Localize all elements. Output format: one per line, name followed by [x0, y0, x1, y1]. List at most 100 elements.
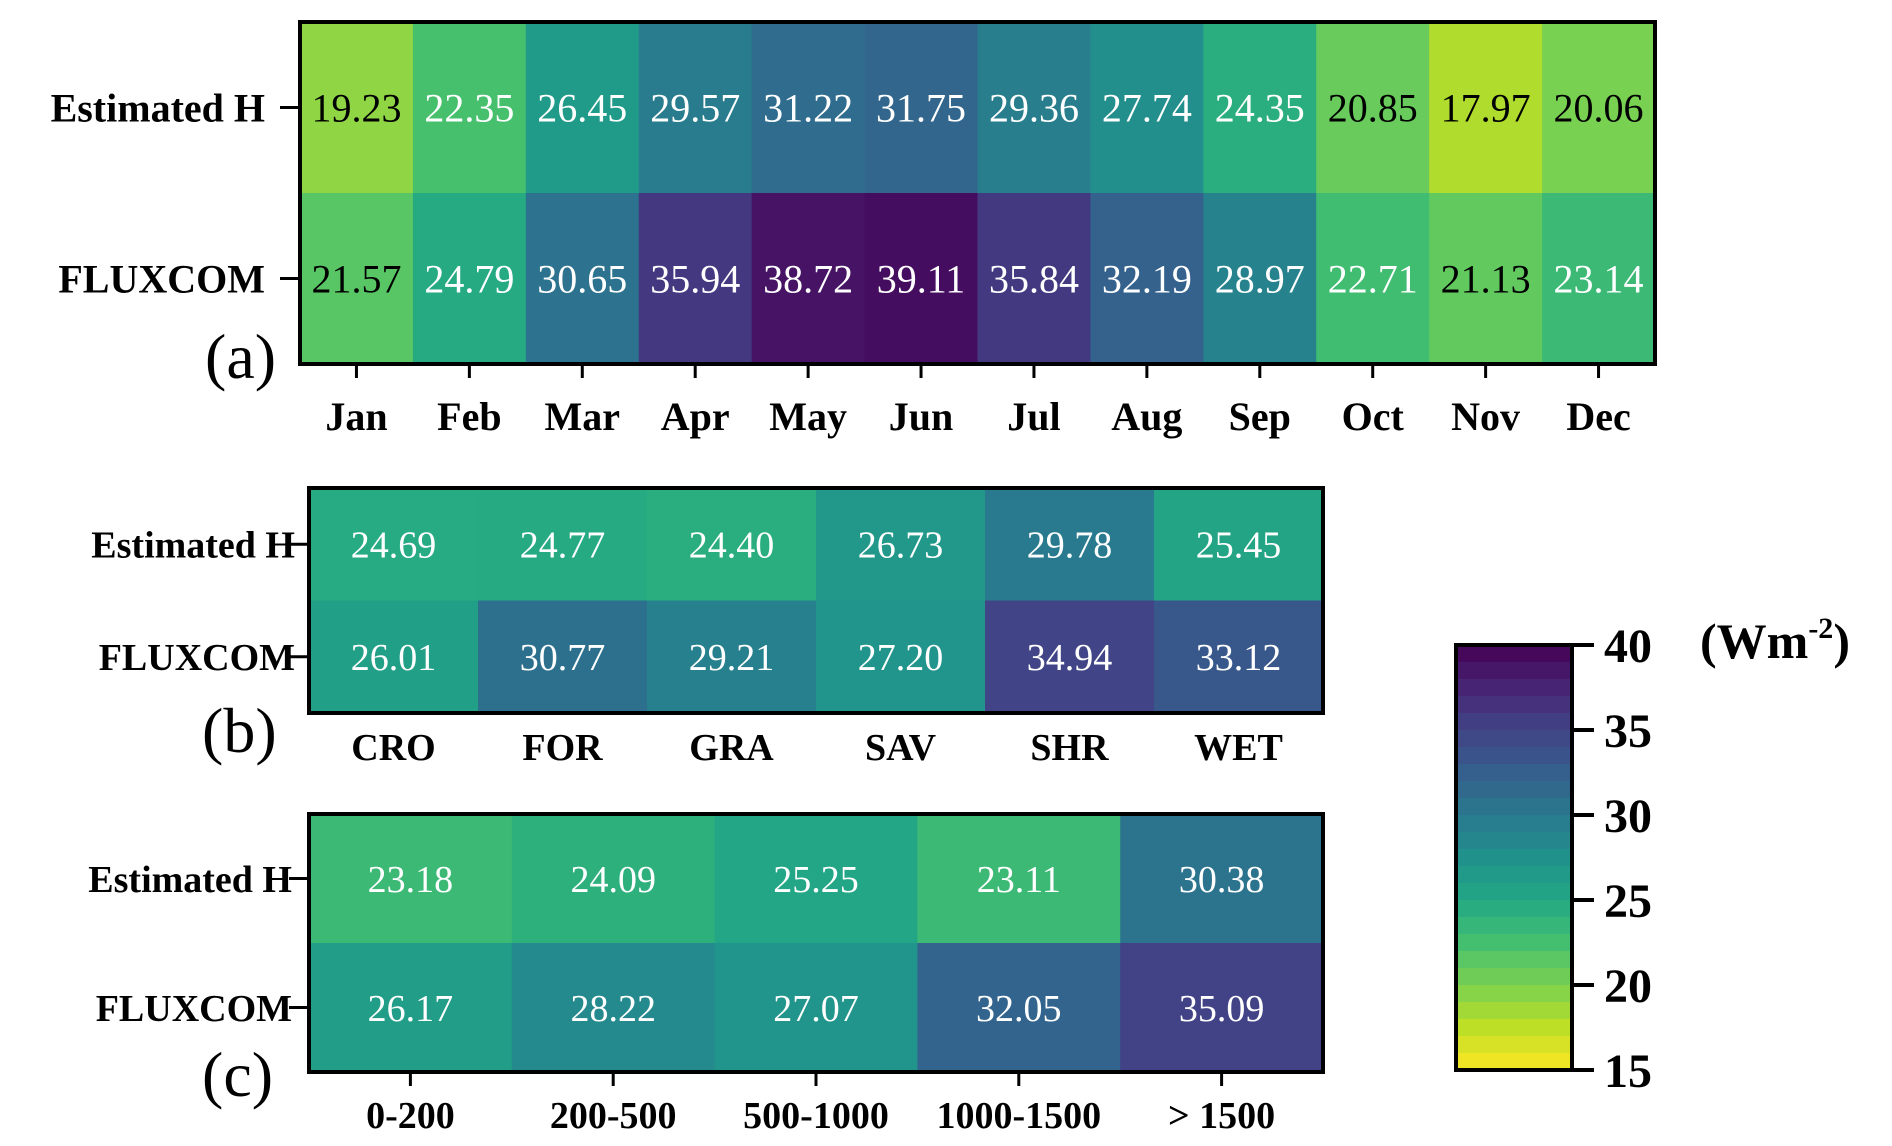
heatmap-cell: [647, 488, 817, 602]
column-label: FOR: [522, 727, 603, 769]
heatmap-cell: [864, 22, 979, 194]
cell-value-label: 29.36: [989, 86, 1079, 131]
colorbar-unit-label: (Wm-2): [1700, 612, 1850, 669]
heatmap-cell: [751, 22, 866, 194]
panel-label: (c): [202, 1039, 273, 1110]
column-label: May: [769, 394, 847, 439]
cell-value-label: 21.57: [311, 257, 401, 302]
cell-value-label: 30.38: [1179, 859, 1265, 901]
cell-value-label: 23.14: [1554, 257, 1644, 302]
heatmap-frame: [307, 486, 1325, 715]
column-label: SHR: [1030, 727, 1109, 769]
cell-value-label: 35.09: [1179, 988, 1265, 1030]
heatmap-cell: [300, 22, 414, 194]
heatmap-cell: [638, 193, 753, 365]
column-label: Dec: [1566, 394, 1630, 439]
colorbar-swatch: [1456, 645, 1572, 663]
cell-value-label: 26.17: [368, 988, 454, 1030]
cell-value-label: 31.22: [763, 86, 853, 131]
heatmap-cell: [714, 814, 918, 944]
cell-value-label: 26.73: [858, 525, 944, 567]
cell-value-label: 29.21: [689, 637, 775, 679]
heatmap-cell: [511, 814, 716, 944]
cell-value-label: 25.25: [773, 859, 859, 901]
column-label: 0-200: [366, 1095, 455, 1137]
cell-value-label: 19.23: [311, 86, 401, 131]
heatmap-cell: [864, 193, 979, 365]
heatmap-cell: [1154, 600, 1324, 714]
cell-value-label: 25.45: [1196, 525, 1282, 567]
colorbar-swatch: [1456, 883, 1572, 901]
colorbar-tick-label: 15: [1604, 1045, 1652, 1098]
column-label: Apr: [661, 394, 730, 439]
heatmap-cell: [751, 193, 866, 365]
panel-label: (a): [205, 321, 276, 392]
cell-value-label: 24.77: [520, 525, 606, 567]
heatmap-cell: [1203, 193, 1317, 365]
cell-value-label: 24.79: [424, 257, 514, 302]
heatmap-cell: [816, 488, 986, 602]
column-label: GRA: [689, 727, 774, 769]
heatmap-cell: [638, 22, 753, 194]
cell-value-label: 28.97: [1215, 257, 1305, 302]
column-label: 200-500: [550, 1095, 677, 1137]
heatmap-cell: [309, 488, 479, 602]
cell-value-label: 38.72: [763, 257, 853, 302]
heatmap-cell: [1316, 22, 1430, 194]
heatmap-cell: [917, 814, 1121, 944]
heatmap-cell: [511, 943, 716, 1073]
colorbar-tick-label: 20: [1604, 960, 1652, 1013]
heatmap-cell: [917, 943, 1121, 1073]
cell-value-label: 31.75: [876, 86, 966, 131]
heatmap-cell: [1090, 22, 1204, 194]
cell-value-label: 28.22: [570, 988, 656, 1030]
column-label: 1000-1500: [936, 1095, 1101, 1137]
cell-value-label: 32.19: [1102, 257, 1192, 302]
cell-value-label: 23.18: [368, 859, 454, 901]
colorbar-swatch: [1456, 1019, 1572, 1037]
heatmap-cell: [816, 600, 986, 714]
heatmap-cell: [647, 600, 817, 714]
colorbar-swatch: [1456, 1053, 1572, 1071]
colorbar-swatch: [1456, 900, 1572, 918]
colorbar-swatch: [1456, 798, 1572, 816]
colorbar-swatch: [1456, 815, 1572, 833]
colorbar-swatch: [1456, 662, 1572, 680]
colorbar-frame: [1454, 643, 1574, 1072]
colorbar-swatch: [1456, 934, 1572, 952]
column-label: Feb: [437, 394, 501, 439]
cell-value-label: 39.11: [877, 257, 966, 302]
cell-value-label: 26.01: [351, 637, 437, 679]
heatmap-cell: [977, 193, 1092, 365]
column-label: Jul: [1007, 394, 1060, 439]
heatmap-cell: [525, 193, 640, 365]
column-label: WET: [1194, 727, 1283, 769]
column-label: Jan: [325, 394, 387, 439]
colorbar-swatch: [1456, 781, 1572, 799]
cell-value-label: 22.35: [424, 86, 514, 131]
colorbar-swatch: [1456, 730, 1572, 748]
cell-value-label: 27.20: [858, 637, 944, 679]
heatmap-cell: [309, 943, 513, 1073]
column-label: > 1500: [1168, 1095, 1275, 1137]
colorbar-swatch: [1456, 951, 1572, 969]
heatmap-cell: [985, 600, 1155, 714]
colorbar-swatch: [1456, 968, 1572, 986]
column-label: 500-1000: [743, 1095, 889, 1137]
colorbar-swatch: [1456, 747, 1572, 765]
colorbar-tick-label: 35: [1604, 705, 1652, 758]
cell-value-label: 20.06: [1554, 86, 1644, 131]
heatmap-cell: [1429, 22, 1543, 194]
colorbar-unit-close: ): [1833, 613, 1850, 669]
heatmap-cell: [309, 600, 479, 714]
cell-value-label: 35.94: [650, 257, 740, 302]
cell-value-label: 17.97: [1441, 86, 1531, 131]
column-label: Mar: [545, 394, 621, 439]
cell-value-label: 30.65: [537, 257, 627, 302]
cell-value-label: 32.05: [976, 988, 1062, 1030]
heatmap-cell: [1120, 814, 1324, 944]
heatmap-cell: [478, 488, 648, 602]
column-label: Aug: [1111, 394, 1182, 439]
heatmap-cell: [977, 22, 1092, 194]
